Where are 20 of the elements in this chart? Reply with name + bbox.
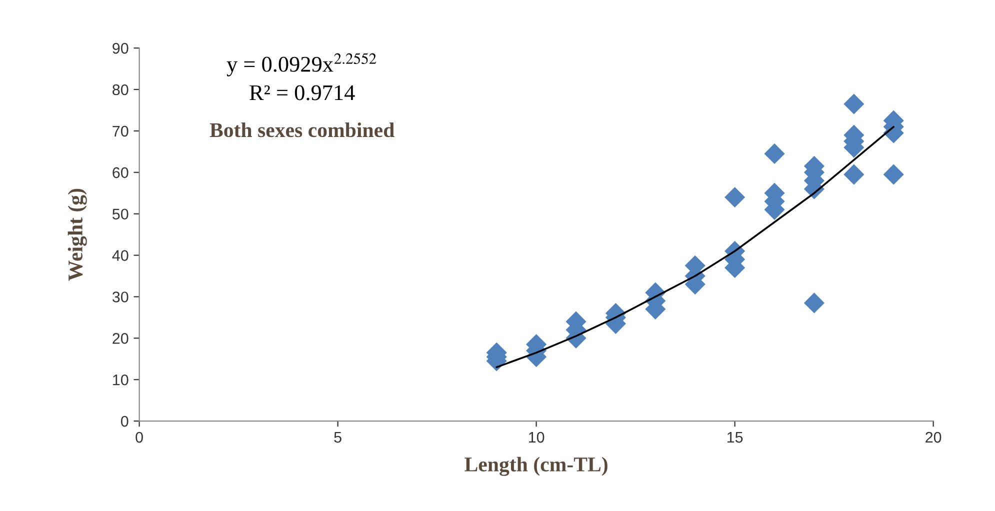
x-tick-label: 20 [926,432,942,443]
annotation: y = 0.0929x$^{2.2552}$ [226,53,376,76]
y-tick-label: 80 [112,84,128,96]
y-axis-title: Weight (g) [68,188,87,281]
x-tick-label: 0 [136,432,143,443]
y-tick-label: 90 [112,42,128,54]
y-tick-label: 30 [112,292,128,302]
annotation: Both sexes combined [210,122,394,138]
x-tick-label: 5 [334,432,342,443]
y-tick-label: 0 [120,416,128,427]
y-tick-label: 20 [112,333,128,344]
x-axis-title: Length (cm-TL) [464,456,608,476]
y-tick-label: 50 [112,208,128,220]
y-tick-label: 10 [113,374,128,386]
y-tick-label: 60 [112,167,128,178]
x-tick-label: 10 [528,432,544,443]
annotation: R² = 0.9714 [250,85,355,100]
x-tick-label: 15 [727,432,743,443]
y-tick-label: 70 [112,126,128,137]
y-tick-label: 40 [112,250,128,261]
